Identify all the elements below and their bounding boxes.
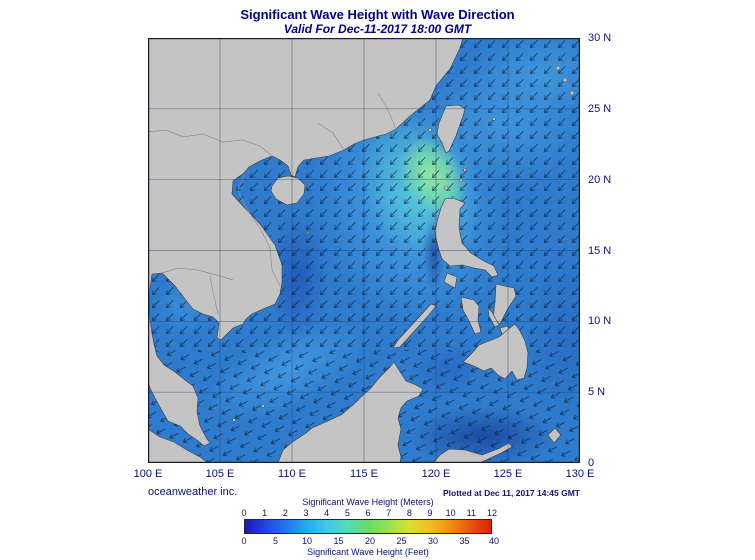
lat-label-0: 0 bbox=[588, 457, 595, 469]
meter-tick-4: 4 bbox=[324, 508, 330, 518]
land-mainland-asia bbox=[147, 37, 464, 447]
colorbar-title-meters: Significant Wave Height (Meters) bbox=[302, 497, 434, 507]
colorbar-title-feet: Significant Wave Height (Feet) bbox=[307, 547, 429, 557]
wave-map bbox=[147, 28, 618, 466]
meter-tick-9: 9 bbox=[427, 508, 433, 518]
feet-tick-20: 20 bbox=[364, 536, 375, 546]
land-cebu bbox=[487, 307, 500, 328]
lat-label-5N: 5 N bbox=[588, 386, 606, 399]
meter-tick-5: 5 bbox=[344, 508, 350, 518]
meter-tick-3: 3 bbox=[303, 508, 309, 518]
valid-time-subtitle: Valid For Dec-11-2017 18:00 GMT bbox=[283, 22, 472, 36]
lat-label-15N: 15 N bbox=[588, 244, 612, 257]
lon-label-120E: 120 E bbox=[421, 468, 451, 480]
meter-tick-11: 11 bbox=[466, 508, 476, 518]
land-mindoro bbox=[443, 272, 458, 289]
feet-tick-30: 30 bbox=[427, 536, 438, 546]
land-sulawesi bbox=[432, 442, 513, 464]
land-taiwan bbox=[436, 104, 466, 154]
oceanweather-credit: oceanweather inc. bbox=[148, 486, 238, 498]
graticule-grid bbox=[148, 38, 580, 463]
lat-label-30N: 30 N bbox=[588, 32, 612, 44]
feet-tick-10: 10 bbox=[301, 536, 312, 546]
small-islands bbox=[232, 65, 575, 422]
lat-label-10N: 10 N bbox=[588, 315, 612, 328]
map-border bbox=[148, 38, 580, 463]
meter-tick-6: 6 bbox=[365, 508, 371, 518]
meter-tick-2: 2 bbox=[282, 508, 288, 518]
lon-label-110E: 110 E bbox=[278, 468, 306, 480]
feet-tick-40: 40 bbox=[488, 536, 499, 546]
feet-tick-5: 5 bbox=[272, 536, 278, 546]
land-samar-leyte bbox=[492, 283, 517, 325]
meter-tick-0: 0 bbox=[241, 508, 247, 518]
lon-label-115E: 115 E bbox=[350, 468, 378, 480]
land-borneo bbox=[277, 361, 424, 464]
meter-tick-8: 8 bbox=[406, 508, 412, 518]
lat-label-20N: 20 N bbox=[588, 173, 612, 186]
land-halmahera bbox=[547, 427, 562, 444]
lon-label-125E: 125 E bbox=[493, 468, 523, 480]
meter-tick-1: 1 bbox=[262, 508, 268, 518]
meter-ticks: 0 1 2 3 4 5 6 7 8 9 10 11 12 bbox=[241, 508, 497, 518]
plotted-timestamp: Plotted at Dec 11, 2017 14:45 GMT bbox=[442, 488, 580, 498]
meter-tick-7: 7 bbox=[386, 508, 392, 518]
feet-ticks: 0 5 10 15 20 25 30 35 40 bbox=[241, 536, 498, 546]
colorbar-gradient bbox=[244, 519, 492, 534]
page-title: Significant Wave Height with Wave Direct… bbox=[240, 7, 515, 22]
country-borders bbox=[147, 92, 397, 315]
land-hainan bbox=[270, 175, 306, 206]
meter-tick-10: 10 bbox=[445, 508, 456, 518]
lon-label-105E: 105 E bbox=[205, 468, 235, 480]
lon-label-130E: 130 E bbox=[565, 468, 595, 480]
feet-tick-35: 35 bbox=[459, 536, 470, 546]
meter-tick-12: 12 bbox=[486, 508, 498, 518]
feet-tick-15: 15 bbox=[333, 536, 344, 546]
map-frame bbox=[147, 28, 618, 466]
land-masses bbox=[147, 37, 575, 464]
land-panay-negros bbox=[460, 296, 482, 335]
feet-tick-25: 25 bbox=[396, 536, 407, 546]
lat-label-25N: 25 N bbox=[588, 102, 612, 115]
lon-label-100E: 100 E bbox=[133, 468, 163, 480]
land-mindanao bbox=[462, 323, 529, 381]
land-luzon bbox=[434, 197, 499, 278]
feet-tick-0: 0 bbox=[241, 536, 247, 546]
